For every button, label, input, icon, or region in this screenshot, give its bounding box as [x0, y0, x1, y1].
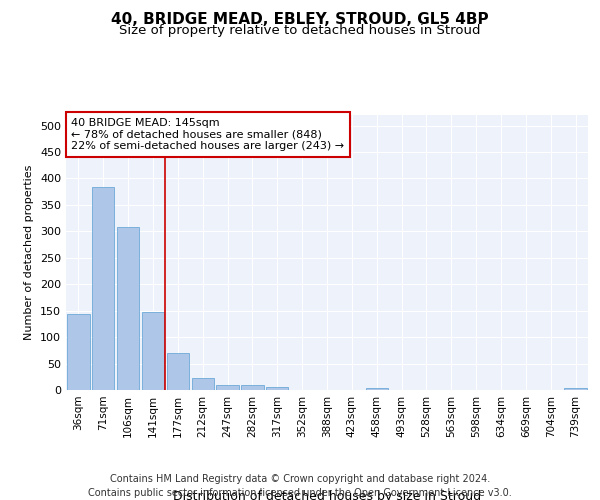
Y-axis label: Number of detached properties: Number of detached properties	[25, 165, 34, 340]
Bar	[217, 384, 239, 390]
Bar	[92, 188, 115, 390]
Bar	[365, 388, 388, 390]
Text: 40, BRIDGE MEAD, EBLEY, STROUD, GL5 4BP: 40, BRIDGE MEAD, EBLEY, STROUD, GL5 4BP	[111, 12, 489, 28]
Bar	[191, 378, 214, 390]
Bar	[266, 388, 289, 390]
Bar	[241, 385, 263, 390]
Bar	[565, 388, 587, 390]
Text: 40 BRIDGE MEAD: 145sqm
← 78% of detached houses are smaller (848)
22% of semi-de: 40 BRIDGE MEAD: 145sqm ← 78% of detached…	[71, 118, 344, 151]
Text: Contains HM Land Registry data © Crown copyright and database right 2024.
Contai: Contains HM Land Registry data © Crown c…	[88, 474, 512, 498]
Bar	[117, 227, 139, 390]
Text: Size of property relative to detached houses in Stroud: Size of property relative to detached ho…	[119, 24, 481, 37]
X-axis label: Distribution of detached houses by size in Stroud: Distribution of detached houses by size …	[173, 490, 481, 500]
Bar	[167, 353, 189, 390]
Bar	[67, 314, 89, 390]
Bar	[142, 312, 164, 390]
